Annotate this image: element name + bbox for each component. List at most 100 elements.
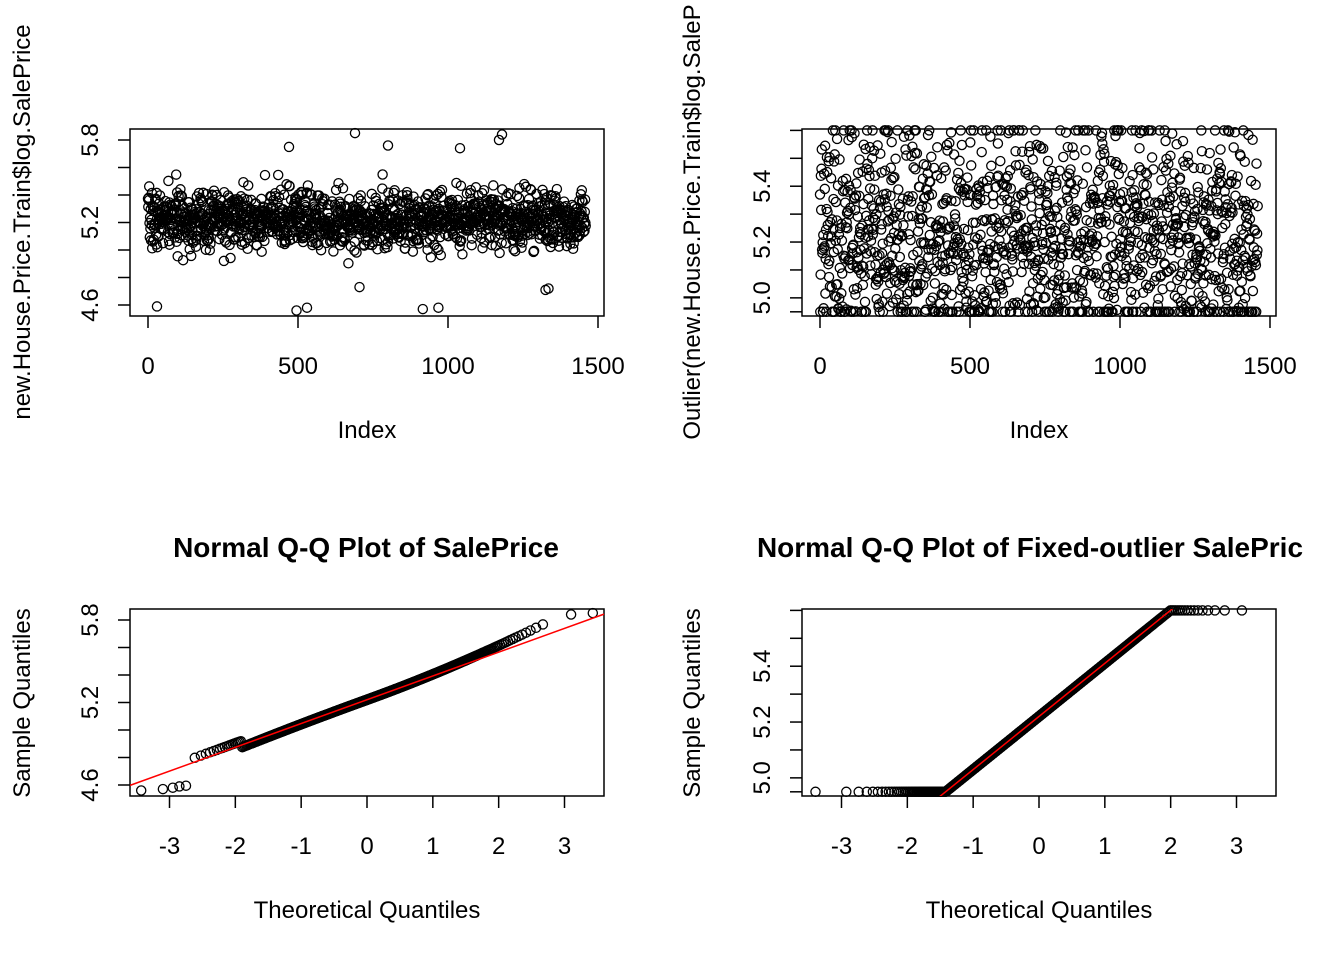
data-point [1111,304,1123,316]
data-point [1204,147,1215,159]
data-point [885,162,897,174]
x-tick-label: 1500 [1243,353,1296,380]
data-point [151,301,163,312]
data-point [433,244,444,256]
data-point [1186,295,1197,307]
data-point [1059,222,1071,234]
data-point [948,149,960,160]
data-point [1251,158,1262,169]
data-point [923,125,935,136]
panel-qq-saleprice: Normal Q-Q Plot of SalePrice -3 -2 -1 0 1 2 3 … [9,532,605,924]
data-point [998,263,1010,274]
data-point [433,302,444,313]
panel-2-y-axis-label: Outlier(new.House.Price.Train$log.SaleP [679,4,706,439]
data-point [466,239,477,251]
data-point [1086,228,1098,239]
data-point [1091,268,1103,279]
data-point [861,163,872,174]
data-point [885,190,896,202]
data-point [1250,306,1262,318]
data-point [1116,241,1128,252]
data-point [853,786,864,798]
data-point [906,210,918,222]
data-point [1226,177,1237,188]
data-point [837,185,849,197]
data-point [1054,165,1065,176]
data-point [1077,276,1089,288]
data-point [1045,226,1057,237]
data-point [1079,125,1091,136]
data-point [1209,605,1221,616]
data-point [1236,276,1248,287]
data-point [1068,292,1080,303]
data-point [1027,154,1038,165]
data-point [1250,179,1261,191]
data-point [1021,164,1032,176]
data-point [1219,284,1230,295]
data-point [1230,178,1242,190]
data-point [1140,189,1151,201]
data-point [889,171,900,183]
data-point [1009,299,1021,311]
data-point [1177,605,1188,616]
data-point [901,306,912,318]
data-point [841,786,852,798]
data-point [1217,253,1229,264]
data-point [822,230,834,242]
data-point [225,252,236,264]
data-point [851,178,862,189]
data-point [313,239,324,251]
data-point [810,786,821,798]
data-point [1201,164,1213,175]
data-point [1247,254,1259,266]
data-point [989,266,1000,278]
data-point [1239,156,1251,167]
data-point [328,246,339,257]
data-point [508,244,519,255]
data-point [1034,194,1045,206]
data-point [1100,211,1111,222]
data-point [153,198,165,209]
data-point [1023,258,1035,270]
data-point [1163,306,1175,318]
data-point [1115,234,1126,245]
data-point [986,160,997,172]
data-point [436,184,448,196]
data-point [1192,605,1204,616]
data-point [567,243,579,255]
data-point [1188,605,1200,616]
data-point [1025,184,1036,195]
data-point [1163,158,1174,170]
data-point [1137,249,1148,260]
data-point [942,240,954,251]
data-point [1123,306,1134,318]
data-point [954,155,965,167]
data-point [1019,306,1031,318]
data-point [817,247,828,259]
data-point [454,142,466,154]
data-point [1138,125,1150,137]
data-point [962,172,973,183]
data-point [875,224,887,235]
data-point [1172,218,1184,230]
data-point [1209,236,1220,247]
data-point [1135,269,1146,281]
data-point [939,263,951,275]
data-point [516,242,527,254]
data-point [1127,169,1138,181]
data-point [974,182,985,193]
data-point [1234,237,1245,248]
data-point [172,251,183,262]
data-point [1123,243,1134,255]
data-point [1196,125,1207,136]
data-point [204,244,216,256]
data-point [1130,289,1141,300]
data-point [1184,259,1195,270]
data-point [485,231,496,243]
data-point [1049,240,1061,252]
data-point [1104,219,1115,230]
data-point [1188,306,1200,318]
data-point [995,226,1007,237]
data-point [997,288,1009,299]
data-point [1030,220,1042,231]
